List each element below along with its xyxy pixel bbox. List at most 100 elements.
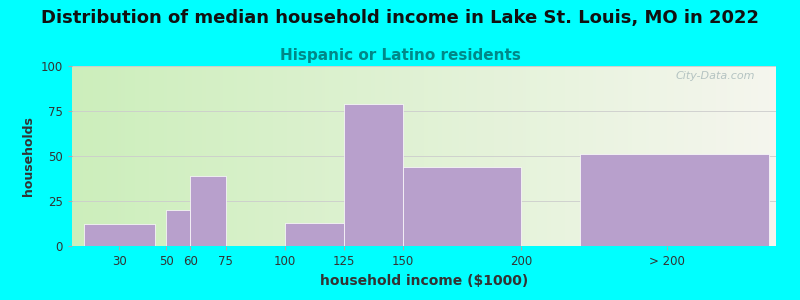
Bar bbox=[326, 66, 329, 246]
Bar bbox=[726, 66, 730, 246]
Text: Hispanic or Latino residents: Hispanic or Latino residents bbox=[279, 48, 521, 63]
Bar bbox=[494, 66, 498, 246]
Bar bbox=[681, 66, 685, 246]
Bar bbox=[104, 66, 107, 246]
Bar bbox=[638, 66, 642, 246]
Bar bbox=[685, 66, 688, 246]
Bar bbox=[656, 66, 660, 246]
Bar bbox=[452, 66, 456, 246]
Bar bbox=[234, 66, 238, 246]
Bar bbox=[374, 66, 378, 246]
Bar bbox=[192, 66, 195, 246]
Bar bbox=[442, 66, 445, 246]
Bar bbox=[474, 66, 477, 246]
Bar bbox=[298, 66, 301, 246]
Bar bbox=[484, 66, 487, 246]
Bar bbox=[269, 66, 273, 246]
Bar bbox=[213, 66, 216, 246]
Bar bbox=[402, 167, 521, 246]
Bar bbox=[311, 66, 315, 246]
Bar bbox=[603, 66, 607, 246]
Bar bbox=[526, 66, 530, 246]
Bar bbox=[276, 66, 280, 246]
Bar bbox=[382, 66, 386, 246]
Bar bbox=[318, 66, 322, 246]
Bar bbox=[285, 223, 344, 246]
Bar bbox=[502, 66, 505, 246]
Bar bbox=[512, 66, 515, 246]
Bar bbox=[97, 66, 100, 246]
Bar bbox=[582, 66, 586, 246]
Bar bbox=[322, 66, 326, 246]
Bar bbox=[600, 66, 603, 246]
Bar bbox=[650, 66, 653, 246]
Bar bbox=[579, 66, 582, 246]
Bar bbox=[166, 210, 190, 246]
Bar bbox=[470, 66, 474, 246]
Bar bbox=[371, 66, 374, 246]
Bar bbox=[188, 66, 192, 246]
Bar bbox=[660, 66, 663, 246]
Bar bbox=[220, 66, 223, 246]
Bar bbox=[163, 66, 167, 246]
Bar bbox=[392, 66, 396, 246]
Bar bbox=[663, 66, 667, 246]
Bar bbox=[515, 66, 519, 246]
Bar bbox=[597, 66, 600, 246]
Bar bbox=[762, 66, 766, 246]
Bar bbox=[93, 66, 97, 246]
Bar bbox=[206, 66, 210, 246]
Bar bbox=[533, 66, 537, 246]
Bar bbox=[653, 66, 656, 246]
Bar bbox=[146, 66, 150, 246]
Bar bbox=[72, 66, 75, 246]
Bar bbox=[646, 66, 650, 246]
X-axis label: household income ($1000): household income ($1000) bbox=[320, 274, 528, 288]
Bar bbox=[84, 224, 154, 246]
Bar bbox=[695, 66, 698, 246]
Bar bbox=[509, 66, 512, 246]
Bar bbox=[114, 66, 118, 246]
Bar bbox=[216, 66, 220, 246]
Bar bbox=[421, 66, 424, 246]
Bar bbox=[459, 66, 462, 246]
Bar bbox=[150, 66, 153, 246]
Bar bbox=[283, 66, 286, 246]
Bar bbox=[273, 66, 276, 246]
Bar bbox=[530, 66, 533, 246]
Bar bbox=[403, 66, 406, 246]
Bar bbox=[590, 66, 593, 246]
Bar bbox=[691, 66, 695, 246]
Bar bbox=[766, 66, 769, 246]
Bar bbox=[357, 66, 361, 246]
Bar bbox=[406, 66, 410, 246]
Bar bbox=[389, 66, 392, 246]
Bar bbox=[301, 66, 304, 246]
Bar bbox=[628, 66, 632, 246]
Bar bbox=[167, 66, 170, 246]
Bar bbox=[107, 66, 110, 246]
Bar bbox=[262, 66, 266, 246]
Bar bbox=[75, 66, 79, 246]
Bar bbox=[438, 66, 442, 246]
Bar bbox=[716, 66, 720, 246]
Bar bbox=[286, 66, 290, 246]
Bar bbox=[354, 66, 357, 246]
Bar bbox=[741, 66, 744, 246]
Bar bbox=[339, 66, 343, 246]
Bar bbox=[86, 66, 90, 246]
Bar bbox=[678, 66, 681, 246]
Bar bbox=[773, 66, 776, 246]
Bar bbox=[642, 66, 646, 246]
Bar bbox=[195, 66, 198, 246]
Bar bbox=[505, 66, 509, 246]
Bar bbox=[251, 66, 255, 246]
Bar bbox=[445, 66, 449, 246]
Bar bbox=[625, 66, 628, 246]
Bar bbox=[410, 66, 414, 246]
Bar bbox=[487, 66, 491, 246]
Bar bbox=[769, 66, 773, 246]
Bar bbox=[364, 66, 368, 246]
Bar bbox=[744, 66, 748, 246]
Bar bbox=[361, 66, 364, 246]
